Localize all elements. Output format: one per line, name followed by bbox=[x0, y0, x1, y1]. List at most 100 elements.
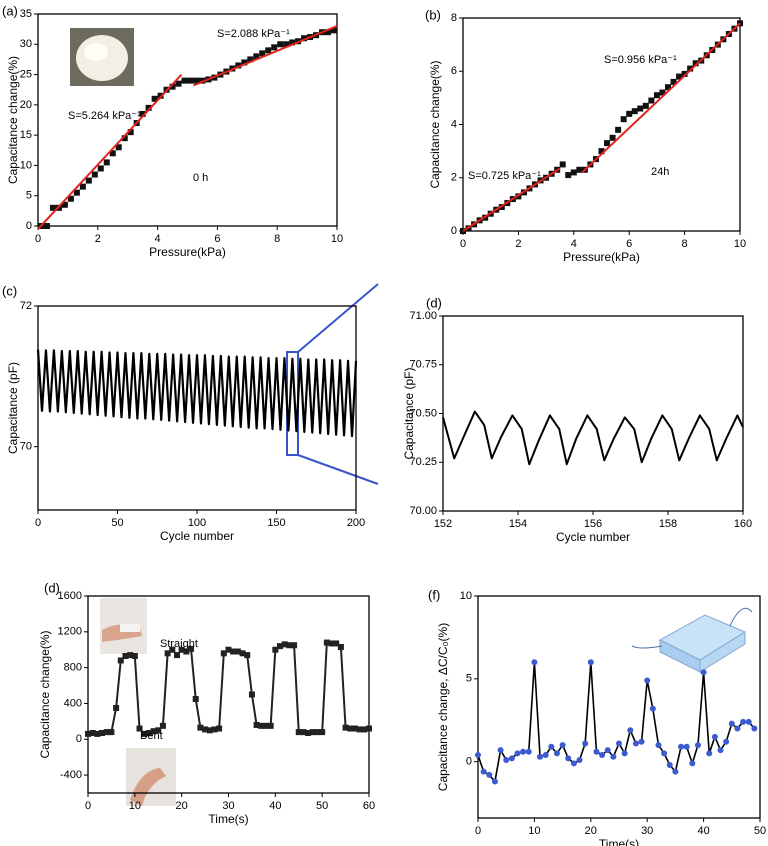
plot-frame bbox=[37, 305, 357, 511]
panel-label: (f) bbox=[428, 587, 440, 602]
x-tick-label: 154 bbox=[509, 518, 527, 530]
data-point bbox=[480, 768, 487, 775]
data-point bbox=[300, 729, 307, 736]
data-point bbox=[253, 53, 260, 60]
data-point bbox=[670, 78, 677, 85]
data-point bbox=[121, 135, 128, 142]
data-point bbox=[621, 750, 628, 757]
x-tick-label: 50 bbox=[316, 800, 328, 812]
y-tick-label: 20 bbox=[20, 99, 32, 111]
data-point bbox=[676, 73, 683, 80]
data-point bbox=[553, 750, 560, 757]
data-point bbox=[559, 742, 566, 749]
y-tick-label: 5 bbox=[26, 190, 32, 202]
data-point bbox=[136, 725, 143, 732]
data-point bbox=[631, 108, 638, 115]
sample-photo bbox=[70, 28, 134, 86]
finger-photo-straight bbox=[100, 598, 147, 654]
y-axis-label: Capacitance (pF) bbox=[6, 362, 20, 454]
x-tick-label: 10 bbox=[528, 825, 540, 837]
data-point bbox=[89, 730, 96, 737]
data-point bbox=[258, 722, 265, 729]
y-tick-label: 1600 bbox=[58, 590, 82, 602]
data-point bbox=[604, 747, 611, 754]
data-point bbox=[127, 652, 134, 659]
y-axis-label: Capacitance change(%) bbox=[428, 60, 442, 188]
data-point bbox=[737, 20, 743, 27]
x-tick-label: 4 bbox=[571, 238, 577, 250]
x-tick-label: 2 bbox=[515, 238, 521, 250]
data-point bbox=[49, 204, 56, 211]
x-tick-label: 158 bbox=[659, 518, 677, 530]
data-point bbox=[582, 740, 589, 747]
data-point bbox=[173, 652, 180, 659]
y-tick-label: 0 bbox=[76, 733, 82, 745]
data-point bbox=[706, 750, 713, 757]
x-tick-label: 100 bbox=[188, 517, 206, 529]
data-point bbox=[244, 652, 251, 659]
x-tick-label: 10 bbox=[734, 238, 746, 250]
y-tick-label: 30 bbox=[20, 38, 32, 50]
data-point bbox=[486, 771, 493, 778]
data-point bbox=[61, 201, 68, 208]
data-point bbox=[206, 727, 213, 734]
data-point bbox=[514, 750, 521, 757]
data-point bbox=[169, 646, 176, 653]
data-point bbox=[627, 727, 634, 734]
data-point bbox=[609, 134, 616, 141]
annotation: S=0.956 kPa⁻¹ bbox=[604, 54, 677, 66]
x-axis-label: Time(s) bbox=[599, 837, 639, 846]
x-tick-label: 0 bbox=[35, 517, 41, 529]
data-point bbox=[283, 41, 290, 48]
data-point bbox=[331, 27, 338, 34]
data-point bbox=[615, 126, 622, 133]
y-tick-label: 35 bbox=[20, 8, 32, 20]
x-tick-label: 160 bbox=[734, 518, 752, 530]
data-point bbox=[187, 77, 194, 84]
data-point bbox=[247, 56, 254, 63]
data-point bbox=[361, 726, 368, 733]
data-point bbox=[678, 743, 685, 750]
data-point bbox=[649, 705, 656, 712]
data-point bbox=[314, 729, 321, 736]
data-point bbox=[235, 62, 242, 69]
data-point bbox=[181, 77, 188, 84]
y-axis-label: Capacitance change(%) bbox=[6, 56, 20, 184]
data-point bbox=[99, 730, 106, 737]
data-point bbox=[659, 89, 666, 96]
data-point bbox=[122, 652, 129, 659]
x-axis-label: Cycle number bbox=[556, 530, 630, 544]
data-point bbox=[85, 730, 91, 737]
data-point bbox=[598, 148, 605, 155]
data-point bbox=[103, 729, 110, 736]
data-point bbox=[291, 642, 298, 649]
fit-line bbox=[462, 167, 561, 232]
data-point bbox=[559, 161, 566, 168]
data-point bbox=[265, 47, 272, 54]
data-point bbox=[683, 743, 690, 750]
data-point bbox=[211, 726, 218, 733]
y-axis-label: Capacitance change, ΔC/C₀(%) bbox=[436, 623, 450, 791]
data-point bbox=[672, 768, 679, 775]
data-point bbox=[239, 650, 246, 657]
panel-label: (d) bbox=[44, 580, 60, 595]
y-tick-label: 400 bbox=[64, 697, 82, 709]
data-point bbox=[734, 725, 741, 732]
y-tick-label: 0 bbox=[466, 756, 472, 768]
data-point bbox=[108, 729, 115, 736]
x-tick-label: 30 bbox=[641, 825, 653, 837]
annotation: Bent bbox=[140, 730, 163, 742]
y-tick-label: 0 bbox=[26, 220, 32, 232]
sensor-sketch bbox=[631, 607, 753, 673]
data-point bbox=[272, 646, 279, 653]
x-tick-label: 156 bbox=[584, 518, 602, 530]
y-tick-label: 70.25 bbox=[409, 456, 437, 468]
x-tick-label: 30 bbox=[222, 800, 234, 812]
data-point bbox=[347, 725, 354, 732]
y-tick-label: 10 bbox=[460, 590, 472, 602]
data-point bbox=[689, 760, 696, 767]
annotation: Straight bbox=[160, 638, 198, 650]
data-point bbox=[491, 778, 498, 785]
data-point bbox=[241, 59, 248, 66]
data-point bbox=[234, 648, 241, 655]
